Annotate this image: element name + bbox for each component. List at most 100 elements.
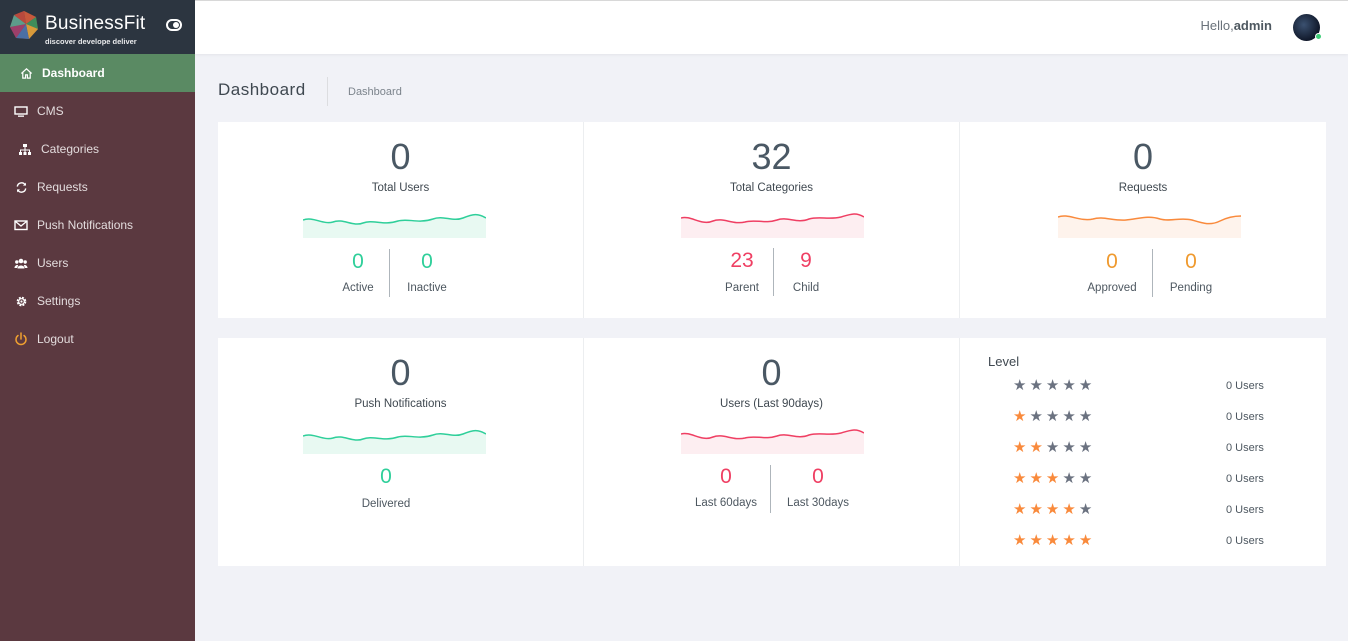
recent-users-label: Users (Last 90days) [720, 398, 823, 410]
level-user-count: 0 Users [1226, 535, 1264, 547]
stat-divider [389, 249, 390, 297]
sidebar-item-dashboard[interactable]: Dashboard [0, 54, 195, 92]
level-row: ★ ★ ★ ★ ★ 0 Users [960, 471, 1326, 491]
push-sparkline [303, 429, 486, 454]
stats-card-row-1: 0 Total Users 0 Active 0 Inactive 32 Tot… [218, 122, 1326, 318]
last-60-days-value: 0 [720, 465, 732, 488]
recent-users-sparkline [681, 429, 864, 454]
home-icon [19, 66, 33, 80]
push-notifications-label: Push Notifications [354, 398, 447, 410]
delivered-value: 0 [380, 465, 392, 488]
child-categories-label: Child [792, 282, 820, 294]
level-user-count: 0 Users [1226, 473, 1264, 485]
online-status-dot [1315, 33, 1322, 40]
stats-card-row-2: 0 Push Notifications 0 Delivered 0 Users… [218, 338, 1326, 566]
star-icon: ★ [1013, 470, 1027, 487]
star-rating: ★ ★ ★ ★ ★ [1013, 471, 1092, 487]
level-row: ★ ★ ★ ★ ★ 0 Users [960, 440, 1326, 460]
sidebar-item-settings[interactable]: Settings [0, 282, 195, 320]
total-users-value: 0 [390, 136, 411, 177]
star-icon: ★ [1062, 532, 1076, 549]
star-icon: ★ [1029, 501, 1043, 518]
sidebar-item-label: CMS [37, 104, 64, 118]
sidebar-toggle-icon[interactable] [166, 19, 182, 31]
total-categories-value: 32 [751, 136, 792, 177]
sidebar-item-label: Push Notifications [37, 218, 134, 232]
sidebar-item-logout[interactable]: Logout [0, 320, 195, 358]
gear-icon [14, 294, 28, 308]
requests-widget: 0 Requests 0 Approved 0 Pending [959, 122, 1326, 318]
child-categories-value: 9 [800, 249, 812, 272]
requests-label: Requests [1118, 182, 1168, 194]
star-icon: ★ [1045, 408, 1060, 425]
level-user-count: 0 Users [1226, 504, 1264, 516]
level-title: Level [988, 354, 1020, 369]
stat-divider [773, 248, 774, 296]
star-icon: ★ [1078, 532, 1093, 549]
total-categories-label: Total Categories [729, 182, 814, 194]
sidebar-item-cms[interactable]: CMS [0, 92, 195, 130]
level-user-count: 0 Users [1226, 442, 1264, 454]
star-icon: ★ [1045, 501, 1060, 518]
user-greeting: Hello,admin [1200, 18, 1272, 33]
sidebar-item-label: Requests [37, 180, 88, 194]
level-row: ★ ★ ★ ★ ★ 0 Users [960, 533, 1326, 553]
total-categories-widget: 32 Total Categories 23 Parent 9 Child [583, 122, 959, 318]
star-icon: ★ [1013, 408, 1027, 425]
star-icon: ★ [1078, 501, 1093, 518]
brand-tagline: discover develope deliver [45, 37, 137, 46]
star-rating: ★ ★ ★ ★ ★ [1013, 533, 1092, 549]
users-icon [14, 256, 28, 270]
star-icon: ★ [1029, 408, 1043, 425]
total-users-widget: 0 Total Users 0 Active 0 Inactive [218, 122, 583, 318]
star-rating: ★ ★ ★ ★ ★ [1013, 502, 1092, 518]
star-rating: ★ ★ ★ ★ ★ [1013, 440, 1092, 456]
star-rating: ★ ★ ★ ★ ★ [1013, 378, 1092, 394]
envelope-icon [14, 218, 28, 232]
star-rating: ★ ★ ★ ★ ★ [1013, 409, 1092, 425]
pending-requests-value: 0 [1185, 250, 1197, 273]
requests-sparkline [1058, 215, 1241, 238]
star-icon: ★ [1078, 470, 1093, 487]
sidebar-item-push-notifications[interactable]: Push Notifications [0, 206, 195, 244]
stat-divider [770, 465, 771, 513]
topbar: Hello,admin [195, 0, 1348, 54]
sidebar-item-label: Settings [37, 294, 81, 308]
level-row: ★ ★ ★ ★ ★ 0 Users [960, 502, 1326, 522]
inactive-users-value: 0 [421, 250, 433, 273]
sidebar-item-label: Categories [41, 142, 100, 156]
breadcrumb[interactable]: Dashboard [348, 86, 402, 98]
active-users-value: 0 [352, 250, 364, 273]
star-icon: ★ [1045, 470, 1060, 487]
sidebar-item-requests[interactable]: Requests [0, 168, 195, 206]
star-icon: ★ [1013, 532, 1027, 549]
level-user-count: 0 Users [1226, 380, 1264, 392]
greeting-text: Hello, [1200, 18, 1234, 33]
last-30-days-label: Last 30days [786, 497, 849, 509]
star-icon: ★ [1045, 439, 1060, 456]
star-icon: ★ [1062, 439, 1076, 456]
star-icon: ★ [1013, 501, 1027, 518]
star-icon: ★ [1029, 439, 1043, 456]
sidebar-item-label: Users [37, 256, 69, 270]
avatar[interactable] [1293, 14, 1322, 41]
sidebar-item-label: Dashboard [42, 66, 105, 80]
star-icon: ★ [1078, 439, 1093, 456]
sitemap-icon [18, 142, 32, 156]
username: admin [1233, 18, 1272, 33]
brand-name[interactable]: BusinessFit [45, 13, 146, 34]
last-30-days-value: 0 [812, 465, 824, 488]
star-icon: ★ [1029, 532, 1043, 549]
power-icon [14, 332, 28, 346]
sidebar-item-categories[interactable]: Categories [0, 130, 195, 168]
parent-categories-value: 23 [730, 249, 754, 272]
star-icon: ★ [1062, 501, 1076, 518]
level-widget: Level ★ ★ ★ ★ ★ 0 Users ★ ★ ★ ★ ★ 0 Users ★ ★ ★ ★ ★ 0 Use… [959, 338, 1326, 566]
brand-logo-icon [10, 11, 38, 39]
level-row: ★ ★ ★ ★ ★ 0 Users [960, 409, 1326, 429]
sidebar: BusinessFit discover develope deliver Da… [0, 0, 195, 641]
total-users-label: Total Users [371, 182, 430, 194]
sidebar-item-users[interactable]: Users [0, 244, 195, 282]
level-user-count: 0 Users [1226, 411, 1264, 423]
pending-requests-label: Pending [1169, 282, 1213, 294]
